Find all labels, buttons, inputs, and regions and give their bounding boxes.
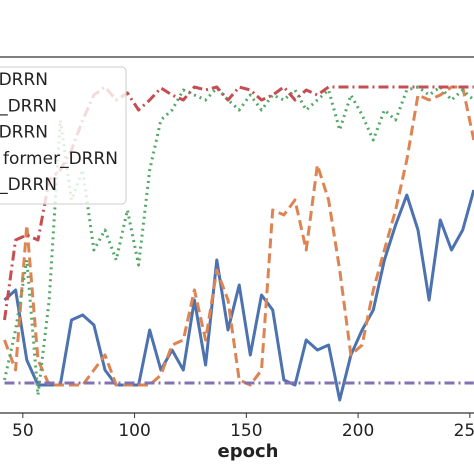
legend: DRRN _DRRN DRRN former_DRRN _DRRN [0,66,127,205]
x-tick-label: 250 [454,421,474,441]
x-tick-label: 150 [230,421,262,441]
legend-label: DRRN [0,70,48,90]
legend-label: _DRRN [0,96,57,116]
series-line [3,189,474,402]
legend-box [0,66,127,205]
x-tick-label: 200 [342,421,374,441]
plot-lines [3,85,474,402]
x-tick-label: 100 [118,421,150,441]
legend-label: _DRRN [0,175,57,195]
series-line [3,85,474,397]
legend-label: former_DRRN [3,149,118,169]
x-axis-label: epoch [218,441,279,462]
x-tick-label: 50 [12,421,34,441]
legend-label: DRRN [0,123,48,143]
